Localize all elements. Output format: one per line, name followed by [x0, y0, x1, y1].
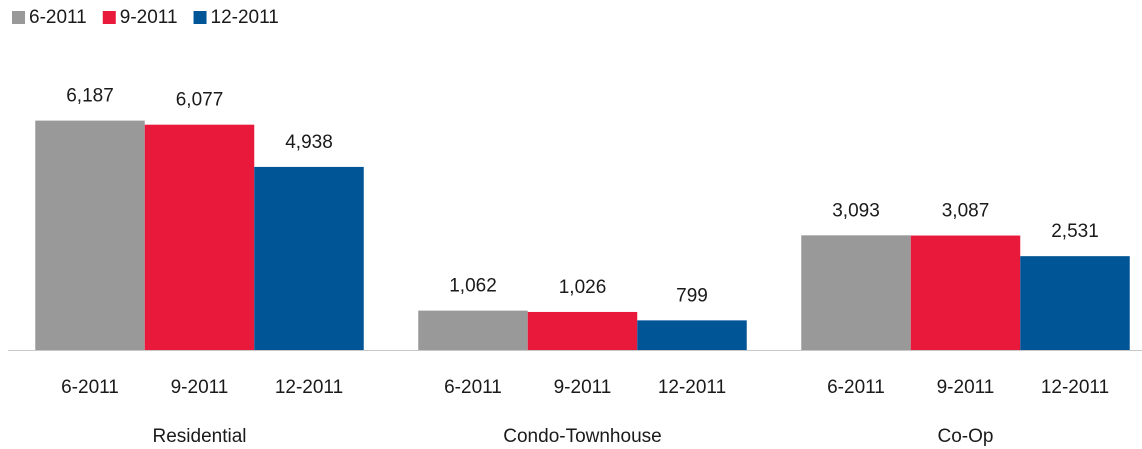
x-sub-label: 6-2011: [444, 377, 502, 398]
bar: [144, 124, 255, 351]
value-label: 3,093: [832, 200, 880, 221]
bar: [1020, 256, 1130, 350]
x-sub-label: 12-2011: [658, 377, 726, 398]
bar: [801, 235, 911, 350]
value-label: 1,026: [559, 277, 607, 298]
bar: [527, 311, 638, 350]
x-sub-label: 6-2011: [827, 377, 885, 398]
x-sub-label: 12-2011: [1041, 377, 1109, 398]
legend-swatch: [193, 11, 207, 24]
value-label: 3,087: [942, 201, 990, 222]
x-sub-label: 12-2011: [275, 377, 343, 398]
value-label: 4,938: [285, 132, 333, 153]
value-label: 6,077: [176, 90, 224, 111]
x-tick-label: Residential: [153, 426, 247, 447]
value-label: 6,187: [66, 86, 114, 107]
legend-label: 6-2011: [29, 7, 87, 28]
x-sub-label: 9-2011: [171, 377, 229, 398]
bar: [35, 120, 145, 351]
legend-label: 9-2011: [120, 7, 178, 28]
value-label: 799: [676, 285, 708, 306]
x-tick-label: Co-Op: [938, 426, 994, 447]
x-sub-label: 9-2011: [554, 377, 612, 398]
bar: [910, 235, 1021, 350]
legend-swatch: [12, 11, 25, 24]
value-label: 2,531: [1051, 221, 1099, 242]
bar: [418, 310, 528, 350]
x-sub-label: 9-2011: [937, 377, 995, 398]
x-tick-label: Condo-Townhouse: [503, 426, 661, 447]
bar: [254, 166, 364, 350]
x-sub-label: 6-2011: [61, 377, 119, 398]
bar: [637, 320, 747, 350]
legend-swatch: [102, 11, 116, 24]
legend-label: 12-2011: [211, 7, 279, 28]
value-label: 1,062: [449, 276, 497, 297]
